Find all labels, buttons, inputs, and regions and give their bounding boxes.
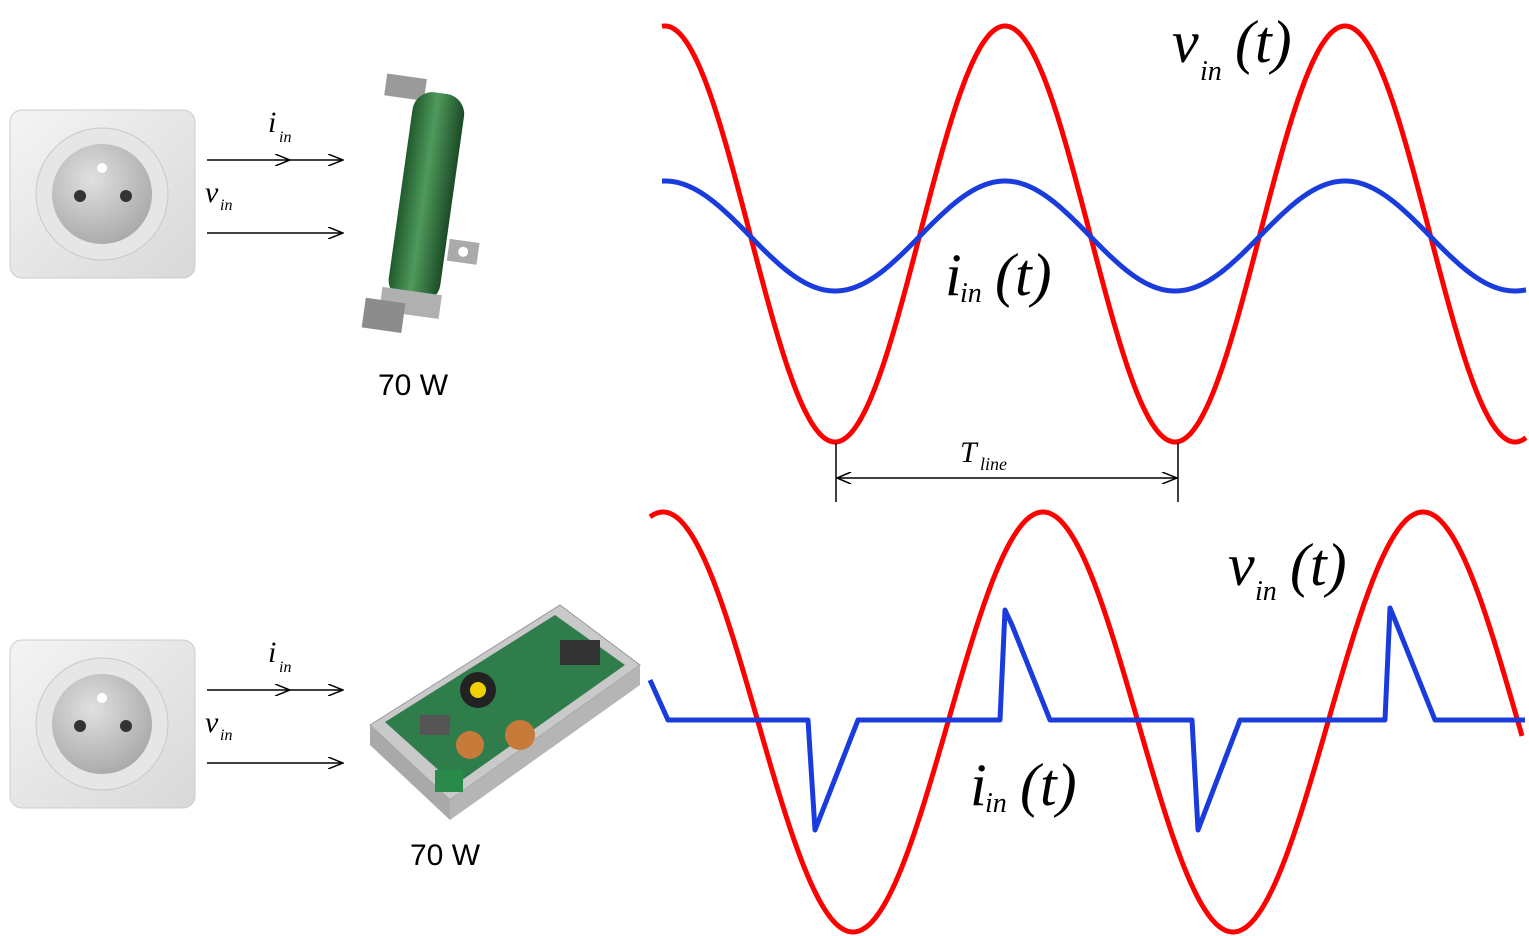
label: in xyxy=(960,278,982,309)
outlet xyxy=(9,109,196,279)
label: in xyxy=(279,659,291,676)
label: i xyxy=(268,636,276,669)
load-rating: 70 W xyxy=(410,839,481,872)
current-waveform xyxy=(647,605,1525,833)
label: in xyxy=(985,788,1007,819)
current-waveform xyxy=(661,178,1527,294)
label: (t) xyxy=(995,242,1052,308)
label: (t) xyxy=(1290,532,1347,598)
label: in xyxy=(220,197,232,214)
outlet xyxy=(9,639,196,809)
label: i xyxy=(970,752,987,818)
label: (t) xyxy=(1020,752,1077,818)
label: i xyxy=(945,242,962,308)
voltage-waveform xyxy=(661,23,1528,445)
label: v xyxy=(1172,9,1199,75)
power-supply xyxy=(369,604,641,820)
load-rating: 70 W xyxy=(378,369,449,402)
voltage-waveform xyxy=(648,509,1525,935)
label: in xyxy=(1200,56,1222,87)
label: T xyxy=(960,436,979,469)
label: in xyxy=(279,129,291,146)
label: v xyxy=(205,706,219,739)
resistor xyxy=(361,73,480,333)
label: in xyxy=(1255,576,1277,607)
label: v xyxy=(205,176,219,209)
label: i xyxy=(268,106,276,139)
label: v xyxy=(1228,532,1255,598)
label: in xyxy=(220,727,232,744)
label: (t) xyxy=(1235,9,1292,75)
label: line xyxy=(980,454,1007,474)
